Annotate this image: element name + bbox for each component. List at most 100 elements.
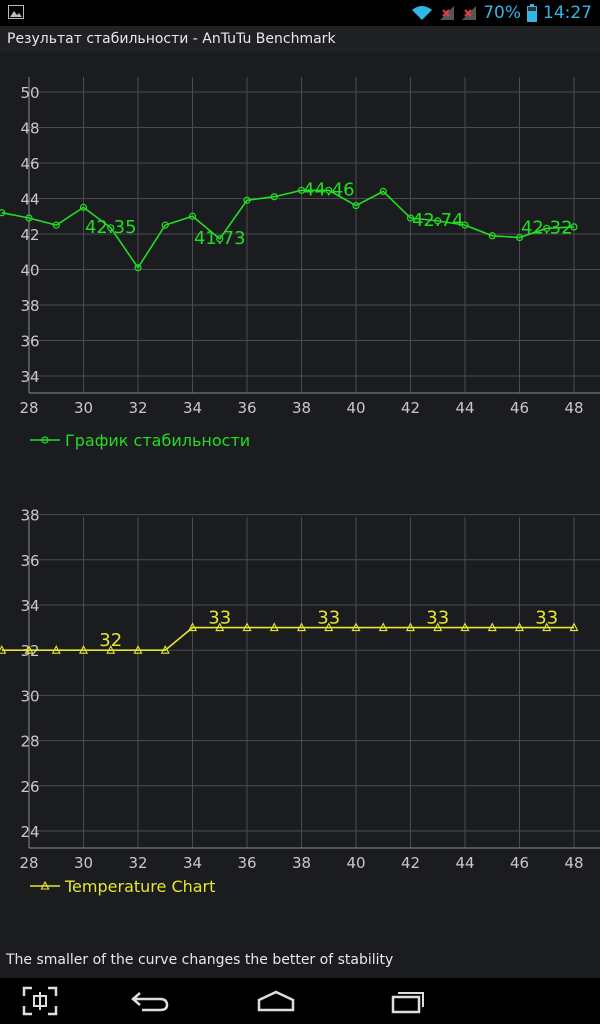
page-title: Результат стабильности - AnTuTu Benchmar… [7, 31, 336, 47]
x-tick-label: 34 [183, 399, 202, 417]
clock: 14:27 [543, 3, 592, 23]
back-icon [131, 992, 169, 1012]
x-tick-label: 28 [19, 399, 38, 417]
y-tick-label: 46 [20, 155, 39, 173]
x-tick-label: 44 [455, 399, 474, 417]
stability-chart-svg: 34 36 38 40 42 44 46 48 50 28 30 32 34 36 38 40 42 44 46 48… [0, 77, 600, 450]
y-tick-label: 38 [20, 297, 39, 315]
data-point [52, 221, 60, 229]
data-label: 33 [426, 608, 449, 629]
data-point [569, 622, 579, 632]
data-point [351, 622, 361, 632]
data-point [378, 622, 388, 632]
data-point [324, 622, 334, 632]
data-point [24, 644, 34, 654]
x-tick-label: 48 [564, 399, 583, 417]
y-tick-label: 48 [20, 120, 39, 138]
title-bar: Результат стабильности - AnTuTu Benchmar… [0, 26, 600, 52]
home-icon [257, 990, 295, 1012]
x-tick-label: 44 [455, 854, 474, 872]
y-tick-label: 34 [20, 597, 39, 615]
data-point [543, 224, 551, 232]
data-point [0, 644, 7, 654]
y-tick-label: 40 [20, 262, 39, 280]
data-point [487, 622, 497, 632]
status-icons: 70% 14:27 [411, 0, 592, 26]
data-point [0, 209, 6, 217]
status-bar: 70% 14:27 [0, 0, 600, 26]
y-tick-label: 26 [20, 778, 39, 796]
data-point [352, 202, 360, 210]
x-tick-label: 42 [401, 399, 420, 417]
data-point [460, 622, 470, 632]
legend-label: Temperature Chart [64, 877, 215, 896]
x-tick-label: 38 [292, 399, 311, 417]
y-tick-label: 36 [20, 333, 39, 351]
y-tick-label: 38 [20, 507, 39, 525]
signal-icon [440, 6, 455, 20]
temperature-chart: 24 26 28 30 32 34 36 38 28 30 32 34 36 38 40 42 44 46 48 32… [0, 480, 600, 900]
data-point [215, 622, 225, 632]
back-button[interactable] [110, 978, 190, 1024]
data-point [461, 221, 469, 229]
data-point [243, 196, 251, 204]
legend-label: График стабильности [65, 431, 250, 450]
legend-marker [41, 436, 49, 444]
battery-icon [527, 4, 537, 22]
home-button[interactable] [236, 978, 316, 1024]
recent-apps-icon [391, 992, 424, 1014]
battery-percent: 70% [483, 3, 521, 23]
wifi-icon [412, 6, 433, 20]
x-tick-label: 40 [346, 854, 365, 872]
x-tick-label: 28 [19, 854, 38, 872]
data-point [161, 221, 169, 229]
signal-icon [462, 6, 477, 20]
navigation-bar [0, 978, 600, 1024]
x-tick-label: 42 [401, 854, 420, 872]
data-point [107, 224, 115, 232]
y-tick-label: 36 [20, 552, 39, 570]
y-tick-label: 50 [20, 84, 39, 102]
data-label: 42.35 [85, 217, 137, 238]
data-point [133, 644, 143, 654]
y-tick-label: 28 [20, 733, 39, 751]
data-label: 42.74 [412, 210, 464, 231]
y-tick-label: 44 [20, 191, 39, 209]
data-point [188, 212, 197, 220]
y-tick-label: 24 [20, 823, 39, 841]
screenshot-button[interactable] [0, 978, 80, 1024]
x-tick-label: 36 [237, 399, 256, 417]
data-point [515, 233, 524, 242]
x-tick-label: 32 [128, 854, 147, 872]
data-point [160, 644, 170, 654]
data-point [296, 622, 307, 632]
image-notification-icon [8, 5, 24, 19]
recent-apps-button[interactable] [368, 978, 448, 1024]
data-point [242, 622, 252, 632]
data-point [514, 622, 525, 632]
x-tick-label: 46 [510, 854, 529, 872]
data-point [270, 193, 278, 201]
data-point [297, 186, 306, 194]
data-label: 33 [208, 608, 231, 629]
series-line [1, 189, 575, 270]
data-point [488, 232, 496, 240]
data-label: 44.46 [303, 179, 355, 200]
data-point [379, 187, 387, 195]
data-point [187, 622, 198, 632]
data-point [405, 622, 416, 632]
data-label: 33 [317, 608, 340, 629]
screenshot-icon [22, 986, 58, 1016]
x-tick-label: 46 [510, 399, 529, 417]
footer-note: The smaller of the curve changes the bet… [6, 952, 394, 968]
x-tick-label: 30 [74, 854, 93, 872]
data-point [78, 644, 89, 654]
data-point [434, 217, 442, 225]
data-label: 42.32 [521, 217, 573, 238]
data-point [433, 622, 443, 632]
x-tick-label: 34 [183, 854, 202, 872]
y-tick-label: 34 [20, 368, 39, 386]
data-point [134, 264, 142, 272]
data-point [406, 214, 415, 222]
data-point [106, 644, 116, 654]
